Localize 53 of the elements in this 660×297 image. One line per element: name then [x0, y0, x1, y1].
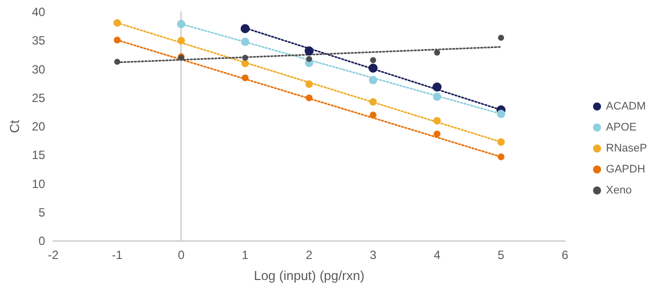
point: [242, 74, 249, 82]
point: [497, 138, 505, 146]
y-tick-label: 30: [32, 62, 46, 76]
x-tick-label: -1: [112, 248, 123, 262]
x-tick-label: 2: [306, 248, 313, 262]
point: [369, 98, 377, 106]
legend-label: Xeno: [606, 184, 632, 196]
point: [496, 110, 506, 118]
point: [241, 60, 249, 68]
point: [370, 57, 376, 64]
point: [177, 36, 185, 44]
point: [432, 92, 442, 101]
y-tick-label: 15: [32, 148, 46, 162]
y-tick-label: 10: [32, 176, 46, 191]
point: [306, 94, 312, 102]
point: [304, 46, 314, 56]
y-tick-label: 25: [32, 90, 46, 105]
point: [432, 82, 442, 92]
point: [433, 117, 441, 125]
point: [368, 64, 378, 73]
y-axis-title: Ct: [7, 120, 22, 133]
legend-label: RNaseP: [606, 142, 648, 154]
point: [498, 34, 504, 41]
x-tick-label: 3: [370, 248, 377, 262]
x-tick-label: -2: [48, 248, 59, 262]
y-tick-label: 20: [32, 120, 46, 134]
point: [177, 20, 186, 28]
point: [434, 130, 440, 138]
point: [368, 76, 378, 84]
point: [240, 24, 250, 34]
x-axis-title: Log (input) (pg/rxn): [254, 268, 364, 283]
legend-label: ACADM: [606, 100, 646, 112]
point: [306, 56, 312, 62]
x-tick-label: 1: [242, 248, 249, 262]
x-tick-label: 6: [562, 248, 569, 262]
point: [434, 50, 440, 56]
point: [241, 38, 250, 46]
y-tick-label: 0: [38, 234, 46, 248]
point: [305, 80, 313, 88]
y-tick-label: 35: [32, 34, 46, 48]
y-tick-label: 5: [38, 205, 46, 220]
point: [242, 54, 248, 61]
point: [114, 58, 120, 65]
legend-label: APOE: [606, 122, 637, 134]
x-tick-label: 4: [434, 248, 441, 262]
x-tick-label: 5: [498, 248, 505, 262]
point: [370, 112, 376, 118]
point: [113, 19, 121, 27]
point: [498, 153, 504, 160]
y-tick-label: 40: [32, 5, 46, 19]
legend-label: GAPDH: [606, 164, 646, 176]
x-tick-label: 0: [178, 248, 185, 262]
point: [114, 36, 121, 44]
